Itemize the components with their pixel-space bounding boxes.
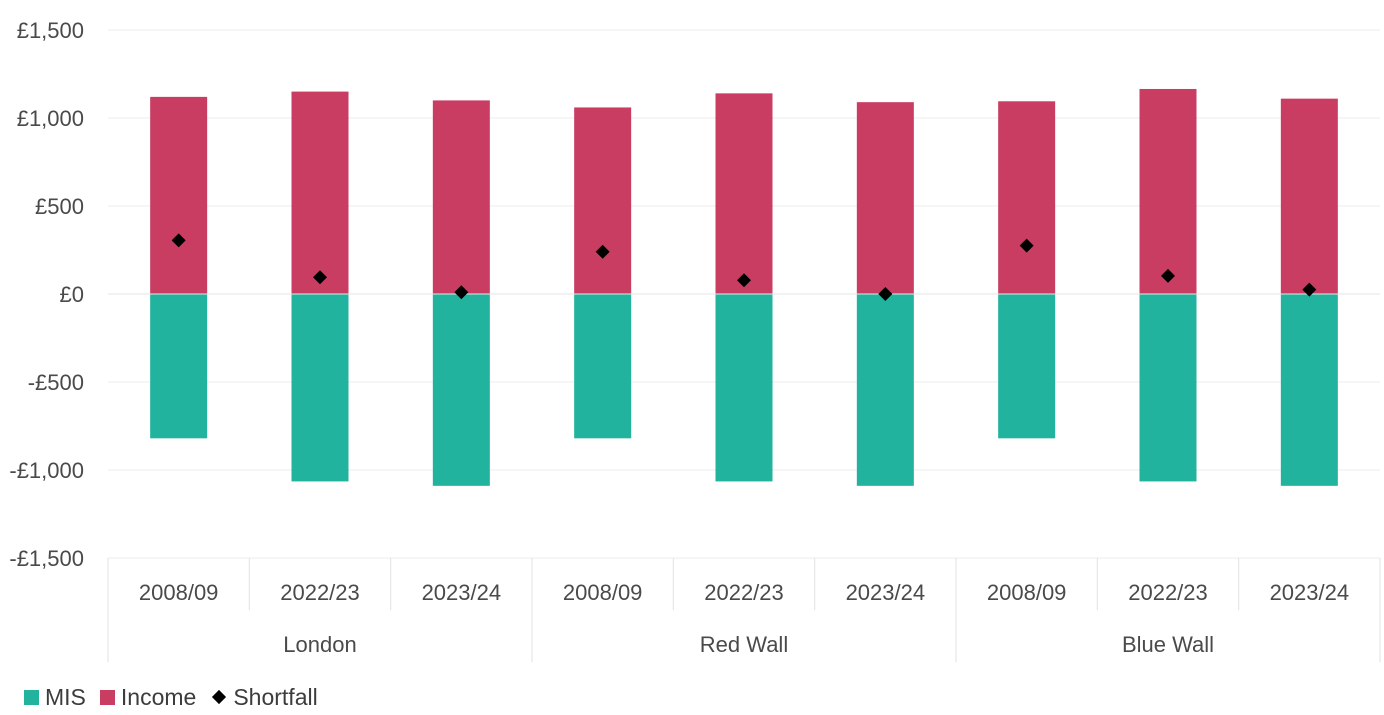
legend-label-income: Income (120, 683, 197, 710)
y-tick-label: -£500 (28, 370, 84, 395)
bar-mis (715, 294, 773, 482)
bar-mis (1139, 294, 1197, 482)
bar-mis (574, 294, 632, 439)
x-tick-label: 2008/09 (987, 580, 1067, 605)
legend-marker-shortfall (212, 689, 227, 705)
bar-income (574, 107, 632, 294)
bar-mis (432, 294, 490, 486)
x-tick-label: 2023/24 (846, 580, 926, 605)
marker-shortfall (1019, 238, 1034, 253)
group-label: Blue Wall (1122, 632, 1214, 657)
legend-label-shortfall: Shortfall (233, 683, 318, 710)
bar-income (715, 93, 773, 294)
marker-shortfall (313, 270, 327, 285)
legend-item-shortfall: Shortfall (210, 683, 318, 711)
bar-income (1280, 98, 1338, 294)
x-tick-label: 2023/24 (1270, 580, 1350, 605)
bar-mis (998, 294, 1056, 439)
legend-swatch-income (99, 689, 115, 705)
group-label: London (283, 632, 356, 657)
bar-income (432, 100, 490, 295)
marker-shortfall (737, 273, 751, 288)
marker-shortfall (171, 233, 186, 248)
legend-item-mis: MIS (24, 684, 86, 711)
bar-income (998, 101, 1056, 294)
bar-income (150, 96, 208, 294)
x-tick-label: 2022/23 (704, 580, 784, 605)
x-tick-label: 2023/24 (422, 580, 502, 605)
x-tick-label: 2022/23 (280, 580, 360, 605)
bar-mis (291, 294, 349, 482)
y-tick-label: £1,500 (17, 18, 84, 43)
marker-shortfall (595, 244, 610, 259)
legend-item-income: Income (99, 683, 197, 711)
bar-mis (1280, 294, 1338, 486)
bar-income (291, 91, 349, 294)
marker-shortfall (1161, 268, 1175, 283)
x-tick-label: 2022/23 (1128, 580, 1208, 605)
legend-swatch-mis (24, 689, 39, 705)
y-tick-label: £0 (60, 282, 84, 307)
x-tick-label: 2008/09 (563, 580, 643, 605)
marker-shortfall (454, 285, 469, 300)
y-tick-label: -£1,000 (9, 458, 84, 483)
bar-mis (150, 294, 208, 439)
y-tick-label: -£1,500 (9, 546, 84, 571)
legend-label-mis: MIS (45, 683, 86, 710)
bar-income (856, 102, 914, 294)
y-tick-label: £1,000 (17, 106, 84, 131)
group-label: Red Wall (700, 632, 788, 657)
marker-shortfall (878, 287, 893, 301)
legend: MIS Income Shortfall (24, 684, 332, 710)
bar-mis (856, 294, 914, 486)
x-tick-label: 2008/09 (139, 580, 219, 605)
bar-income (1139, 88, 1197, 295)
marker-shortfall (1302, 282, 1317, 297)
y-tick-label: £500 (35, 194, 84, 219)
